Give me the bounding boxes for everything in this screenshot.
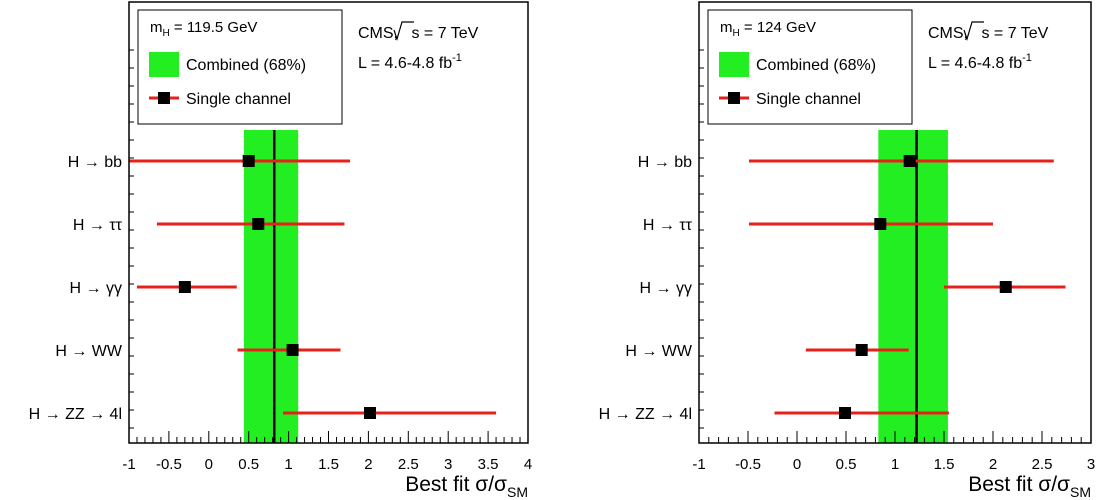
channel-label: H → bb	[68, 154, 122, 171]
legend-marker-swatch	[158, 92, 170, 104]
luminosity-value: L = 4.6-4.8 fb	[358, 55, 452, 72]
experiment-label: CMS, s = 7 TeV	[928, 25, 1049, 42]
x-tick-label: 3.5	[478, 456, 499, 473]
energy: = 7 TeV	[419, 25, 478, 42]
x-tick-label: 0.5	[836, 456, 857, 473]
x-tick-label: 1.5	[318, 456, 339, 473]
channel-label: H → γγ	[640, 280, 692, 297]
legend-mass-mass-sub: H	[733, 28, 740, 39]
x-tick-label: -0.5	[156, 456, 182, 473]
legend-marker-label: Single channel	[756, 91, 861, 108]
legend-band-label: Combined (68%)	[756, 57, 876, 74]
x-tick-label: 1.5	[934, 456, 955, 473]
experiment-name: CMS,	[358, 25, 402, 42]
x-tick-label: 2.5	[398, 456, 419, 473]
x-tick-label: 2.5	[1032, 456, 1053, 473]
x-axis-title-sub: SM	[1070, 484, 1091, 500]
x-tick-label: 2	[364, 456, 372, 473]
combined-band	[243, 130, 299, 443]
data-point	[999, 281, 1012, 293]
legend-mass-mass-label: m	[720, 19, 733, 36]
legend-mass-mass-label: m	[150, 19, 163, 36]
x-tick-label: -1	[122, 456, 135, 473]
legend-band-label: Combined (68%)	[186, 57, 306, 74]
panel-right: H → bb H → ττ H → γγ H → WW H → ZZ → 4l -1 -0.…	[599, 1, 1095, 500]
experiment-label: CMS, s = 7 TeV	[358, 25, 479, 42]
data-point	[286, 344, 299, 356]
x-tick-label: 0	[793, 456, 801, 473]
x-tick-label: 3	[1087, 456, 1095, 473]
energy: = 7 TeV	[989, 25, 1048, 42]
x-tick-label: -0.5	[735, 456, 761, 473]
panel-left: H → bb H → ττ H → γγ H → WW H → ZZ → 4l -1 -0.…	[29, 1, 532, 500]
x-axis-title-sub: SM	[507, 484, 528, 500]
combined-band	[878, 130, 948, 443]
sqrt-s: s	[411, 25, 419, 42]
x-tick-label: 4	[524, 456, 532, 473]
data-point	[252, 218, 265, 230]
x-tick-label: 1	[284, 456, 292, 473]
luminosity-label: L = 4.6-4.8 fb-1	[928, 52, 1032, 72]
channel-label: H → WW	[625, 343, 693, 360]
x-tick-label: 2	[989, 456, 997, 473]
x-tick-label: 1	[891, 456, 899, 473]
data-point	[874, 218, 887, 230]
legend-band-swatch	[149, 52, 179, 77]
x-tick-label: -1	[692, 456, 705, 473]
legend-mass-mass-sub: H	[163, 28, 170, 39]
data-point	[855, 344, 868, 356]
data-point	[903, 155, 916, 167]
x-axis-title-main: Best fit σ/σ	[968, 473, 1070, 496]
channel-label: H → ZZ → 4l	[29, 406, 122, 423]
x-tick-label: 0.5	[238, 456, 259, 473]
channel-label: H → ττ	[73, 217, 123, 234]
channel-label: H → ZZ → 4l	[599, 406, 692, 423]
data-point	[178, 281, 191, 293]
luminosity-label: L = 4.6-4.8 fb-1	[358, 52, 462, 72]
legend-marker-swatch	[728, 92, 740, 104]
sqrt-symbol	[963, 21, 984, 42]
luminosity-exponent: -1	[452, 52, 462, 64]
sqrt-symbol	[393, 21, 414, 42]
legend-mass: mH = 119.5 GeV	[150, 19, 257, 39]
x-tick-label: 0	[205, 456, 213, 473]
experiment-name: CMS,	[928, 25, 972, 42]
legend-band-swatch	[719, 52, 749, 77]
x-tick-label: 3	[444, 456, 452, 473]
channel-label: H → WW	[55, 343, 123, 360]
sqrt-s: s	[981, 25, 989, 42]
legend-mass: mH = 124 GeV	[720, 19, 816, 39]
channel-label: H → γγ	[70, 280, 122, 297]
luminosity-value: L = 4.6-4.8 fb	[928, 55, 1022, 72]
channel-label: H → bb	[638, 154, 692, 171]
legend-mass-mass-value: = 124 GeV	[740, 19, 816, 36]
data-point	[242, 155, 255, 167]
data-point	[363, 407, 376, 419]
luminosity-exponent: -1	[1022, 52, 1032, 64]
x-axis-title: Best fit σ/σSM	[405, 473, 528, 500]
legend-marker-label: Single channel	[186, 91, 291, 108]
legend-mass-mass-value: = 119.5 GeV	[170, 19, 258, 36]
x-axis-title: Best fit σ/σSM	[968, 473, 1091, 500]
data-point	[839, 407, 852, 419]
channel-label: H → ττ	[643, 217, 693, 234]
x-axis-title-main: Best fit σ/σ	[405, 473, 507, 496]
